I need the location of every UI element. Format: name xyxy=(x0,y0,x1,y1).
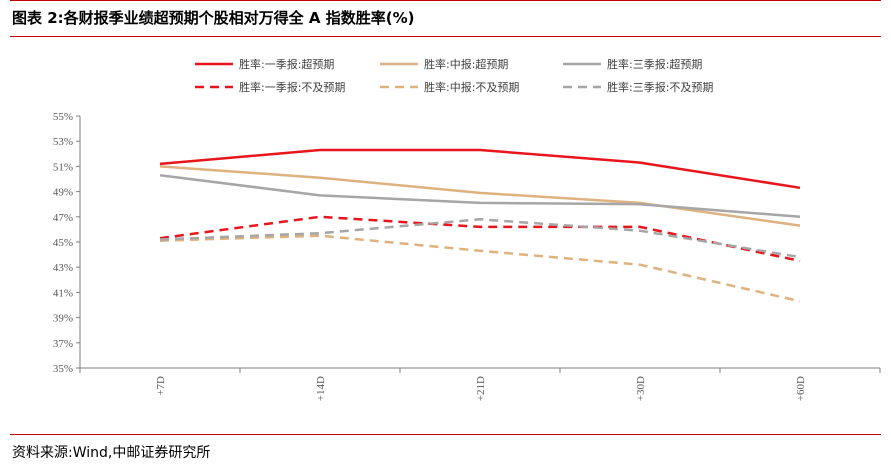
x-tick-label: +7D xyxy=(155,376,167,396)
series-line xyxy=(159,218,801,259)
y-tick-label: 49% xyxy=(53,187,73,199)
x-tick-label: +14D xyxy=(315,376,327,401)
series-line xyxy=(159,173,801,219)
x-tick-label: +21D xyxy=(475,376,487,401)
legend: 胜率:一季报:超预期 胜率:中报:超预期 胜率:三季报:超预期胜率:一季报:不及预期… xyxy=(195,57,713,94)
y-tick-label: 39% xyxy=(53,313,73,325)
legend-label: 胜率:中报:超预期 xyxy=(424,57,508,71)
plot-area xyxy=(159,148,801,303)
axes: 35% 37% 39% 41% 43% 45% 47% 49% 51% 53% 55% +7D +14D… xyxy=(53,111,881,401)
y-tick-label: 41% xyxy=(53,287,73,299)
series-line xyxy=(159,165,801,227)
header-rule-top xyxy=(10,0,881,1)
legend-label: 胜率:三季报:超预期 xyxy=(607,57,702,71)
x-tick-label: +30D xyxy=(635,376,647,401)
y-tick-label: 43% xyxy=(53,262,73,274)
x-tick-label: +60D xyxy=(795,376,807,401)
header-rule-bottom xyxy=(10,36,881,37)
series-line xyxy=(159,215,801,263)
y-tick-label: 37% xyxy=(53,338,73,350)
legend-label: 胜率:三季报:不及预期 xyxy=(607,80,713,94)
legend-label: 胜率:一季报:超预期 xyxy=(239,57,334,71)
series-line xyxy=(159,148,801,190)
y-tick-label: 55% xyxy=(53,111,73,123)
y-tick-label: 53% xyxy=(53,136,73,148)
legend-label: 胜率:一季报:不及预期 xyxy=(239,80,345,94)
y-tick-label: 35% xyxy=(53,363,73,375)
y-tick-label: 45% xyxy=(53,237,73,249)
chart-title: 图表 2:各财报季业绩超预期个股相对万得全 A 指数胜率(%) xyxy=(12,9,415,27)
series-line xyxy=(159,234,801,303)
footer-rule xyxy=(10,434,881,435)
source-note: 资料来源:Wind,中邮证券研究所 xyxy=(12,445,211,461)
legend-label: 胜率:中报:不及预期 xyxy=(424,80,519,94)
y-tick-label: 47% xyxy=(53,212,73,224)
y-tick-label: 51% xyxy=(53,161,73,173)
